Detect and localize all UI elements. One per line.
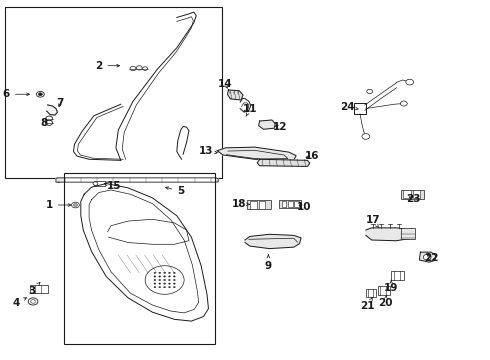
- Circle shape: [130, 66, 136, 71]
- Circle shape: [136, 66, 142, 70]
- Circle shape: [154, 279, 156, 281]
- Circle shape: [164, 272, 166, 274]
- Bar: [403, 190, 411, 198]
- Circle shape: [28, 298, 38, 305]
- Circle shape: [400, 101, 407, 106]
- Polygon shape: [259, 120, 275, 129]
- Polygon shape: [227, 90, 243, 100]
- Bar: [377, 286, 390, 295]
- Circle shape: [164, 287, 166, 288]
- Circle shape: [159, 283, 161, 284]
- Text: 17: 17: [366, 215, 380, 228]
- Text: 7: 7: [56, 98, 64, 108]
- Circle shape: [173, 287, 175, 288]
- Circle shape: [145, 266, 184, 294]
- Text: 13: 13: [199, 147, 218, 157]
- Circle shape: [423, 254, 431, 260]
- Bar: [288, 201, 293, 207]
- Circle shape: [173, 279, 175, 281]
- Text: 20: 20: [378, 296, 392, 308]
- Text: 21: 21: [361, 298, 375, 311]
- Circle shape: [173, 272, 175, 274]
- Circle shape: [74, 203, 77, 206]
- Circle shape: [169, 283, 171, 284]
- Text: 4: 4: [12, 298, 26, 308]
- Text: 18: 18: [232, 199, 249, 209]
- Polygon shape: [217, 147, 296, 160]
- Bar: [282, 201, 287, 207]
- Bar: [94, 181, 105, 186]
- Text: 16: 16: [305, 152, 319, 161]
- Text: 5: 5: [166, 186, 184, 197]
- Bar: [294, 201, 299, 207]
- Text: 6: 6: [2, 89, 29, 99]
- Bar: [413, 190, 420, 198]
- Bar: [250, 201, 257, 208]
- Circle shape: [173, 283, 175, 284]
- Circle shape: [159, 276, 161, 277]
- Circle shape: [38, 93, 42, 96]
- Circle shape: [159, 287, 161, 288]
- Text: 9: 9: [265, 255, 272, 271]
- Text: 14: 14: [218, 79, 233, 89]
- Bar: [259, 201, 266, 208]
- Bar: [30, 285, 48, 293]
- Circle shape: [164, 283, 166, 284]
- Circle shape: [154, 287, 156, 288]
- Circle shape: [36, 91, 44, 97]
- Circle shape: [173, 276, 175, 277]
- Circle shape: [164, 276, 166, 277]
- Text: 15: 15: [104, 181, 122, 191]
- Text: 12: 12: [273, 122, 287, 132]
- Circle shape: [159, 279, 161, 281]
- Text: 19: 19: [384, 280, 398, 293]
- Circle shape: [164, 279, 166, 281]
- Bar: [354, 103, 366, 114]
- Circle shape: [46, 120, 52, 125]
- Circle shape: [72, 202, 79, 208]
- Circle shape: [93, 182, 98, 185]
- Circle shape: [30, 300, 35, 303]
- Bar: [279, 200, 301, 208]
- Circle shape: [159, 272, 161, 274]
- Text: 3: 3: [28, 282, 40, 296]
- Circle shape: [143, 67, 147, 70]
- Circle shape: [367, 89, 373, 94]
- Polygon shape: [366, 228, 411, 241]
- Text: 10: 10: [297, 202, 312, 212]
- Text: 23: 23: [406, 194, 421, 203]
- Circle shape: [46, 116, 52, 121]
- Polygon shape: [245, 234, 301, 249]
- Circle shape: [362, 134, 370, 139]
- Circle shape: [169, 276, 171, 277]
- Bar: [391, 271, 404, 280]
- Bar: [5, 8, 222, 178]
- Polygon shape: [56, 178, 218, 182]
- Circle shape: [154, 283, 156, 284]
- Bar: [401, 228, 415, 239]
- Circle shape: [406, 79, 414, 85]
- Circle shape: [154, 272, 156, 274]
- Text: 8: 8: [41, 118, 48, 128]
- Polygon shape: [257, 159, 310, 166]
- Bar: [64, 173, 215, 344]
- Text: 2: 2: [95, 61, 120, 71]
- Circle shape: [169, 279, 171, 281]
- Text: 24: 24: [340, 102, 358, 112]
- Circle shape: [154, 276, 156, 277]
- Circle shape: [169, 287, 171, 288]
- Polygon shape: [47, 105, 57, 115]
- Text: 22: 22: [424, 253, 439, 263]
- Circle shape: [169, 272, 171, 274]
- Bar: [401, 190, 424, 199]
- Bar: [366, 289, 375, 297]
- Polygon shape: [419, 252, 436, 262]
- Text: 11: 11: [243, 104, 257, 116]
- Bar: [247, 200, 271, 209]
- Text: 1: 1: [46, 200, 71, 210]
